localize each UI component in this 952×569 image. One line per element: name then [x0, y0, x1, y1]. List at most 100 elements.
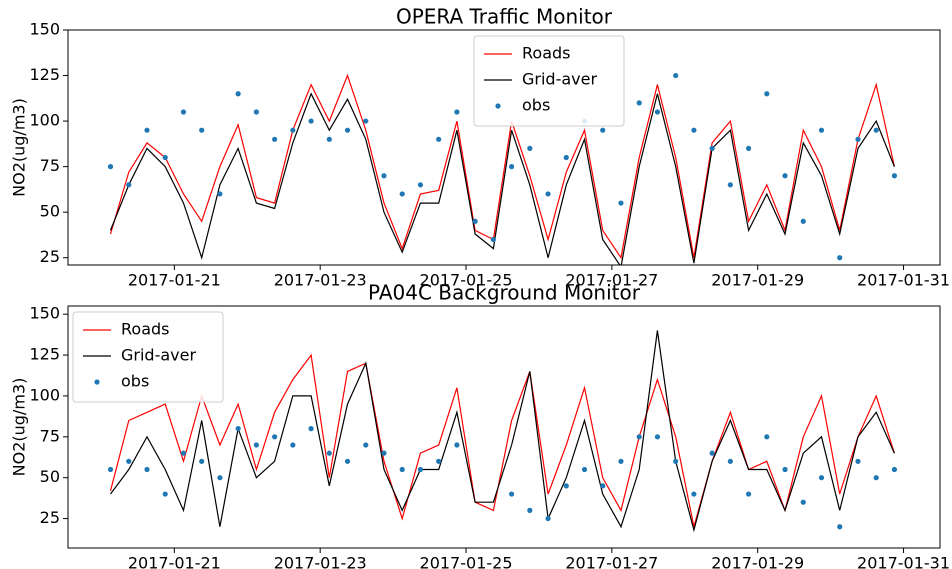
- x-tick-label: 2017-01-21: [128, 554, 221, 569]
- obs-point: [873, 127, 879, 133]
- y-tick-label: 125: [29, 345, 60, 364]
- y-tick-label: 100: [29, 111, 60, 130]
- legend-label: obs: [522, 96, 550, 115]
- obs-point: [855, 136, 861, 142]
- obs-point: [326, 136, 332, 142]
- obs-point: [107, 164, 114, 170]
- y-tick-label: 50: [40, 467, 60, 486]
- x-tick-label: 2017-01-31: [857, 554, 950, 569]
- obs-point: [563, 154, 569, 161]
- y-tick-label: 75: [40, 426, 60, 445]
- obs-point: [618, 458, 624, 464]
- obs-point: [745, 491, 752, 497]
- obs-point: [837, 255, 843, 261]
- obs-point: [818, 475, 825, 481]
- obs-point: [162, 154, 168, 161]
- obs-point: [144, 466, 150, 473]
- obs-point: [636, 434, 642, 440]
- legend-swatch: [94, 379, 100, 385]
- obs-point: [290, 442, 296, 448]
- obs-point: [217, 191, 223, 197]
- obs-point: [399, 466, 405, 473]
- obs-point: [745, 145, 752, 152]
- series-line: [109, 92, 895, 265]
- x-tick-label: 2017-01-31: [857, 271, 950, 290]
- legend-label: Grid-aver: [121, 346, 196, 365]
- legend-label: obs: [121, 372, 149, 391]
- y-tick-label: 150: [29, 304, 60, 323]
- obs-point: [308, 118, 314, 124]
- series-line: [109, 73, 895, 260]
- obs-point: [126, 182, 132, 188]
- obs-point: [436, 458, 442, 464]
- obs-point: [126, 458, 132, 464]
- y-tick-label: 125: [29, 65, 60, 84]
- obs-point: [326, 450, 332, 456]
- obs-point: [381, 173, 387, 179]
- plot-area: [107, 72, 898, 265]
- obs-point: [855, 458, 861, 464]
- obs-point: [180, 450, 187, 456]
- obs-point: [527, 507, 533, 513]
- obs-point: [107, 466, 114, 473]
- y-tick-label: 50: [40, 202, 60, 221]
- obs-point: [417, 466, 424, 473]
- y-tick-label: 25: [40, 508, 60, 527]
- chart-title: OPERA Traffic Monitor: [396, 5, 613, 29]
- obs-point: [363, 442, 369, 448]
- obs-point: [709, 450, 715, 456]
- obs-point: [545, 191, 551, 197]
- x-tick-label: 2017-01-29: [711, 271, 804, 290]
- obs-point: [782, 466, 788, 473]
- obs-point: [199, 458, 205, 464]
- obs-point: [764, 91, 770, 97]
- obs-point: [636, 100, 642, 106]
- obs-point: [654, 109, 661, 115]
- x-tick-label: 2017-01-23: [274, 271, 367, 290]
- x-tick-label: 2017-01-27: [565, 554, 658, 569]
- y-tick-label: 100: [29, 385, 60, 404]
- obs-point: [818, 127, 825, 133]
- y-tick-label: 75: [40, 156, 60, 175]
- obs-point: [199, 127, 205, 133]
- obs-point: [800, 499, 806, 505]
- obs-point: [545, 515, 551, 522]
- obs-point: [837, 524, 843, 530]
- obs-point: [308, 426, 314, 432]
- x-tick-label: 2017-01-21: [128, 271, 221, 290]
- x-tick-label: 2017-01-27: [565, 271, 658, 290]
- obs-point: [654, 434, 661, 440]
- obs-point: [782, 173, 788, 179]
- x-tick-label: 2017-01-25: [420, 554, 513, 569]
- obs-point: [508, 164, 515, 170]
- obs-point: [399, 191, 405, 197]
- obs-point: [253, 109, 259, 115]
- obs-point: [344, 127, 351, 133]
- obs-point: [417, 182, 424, 188]
- obs-point: [727, 182, 733, 188]
- obs-point: [363, 118, 369, 124]
- obs-point: [490, 236, 496, 243]
- x-tick-label: 2017-01-23: [274, 554, 367, 569]
- obs-point: [235, 426, 241, 432]
- obs-point: [691, 127, 697, 133]
- obs-point: [691, 491, 697, 497]
- obs-point: [727, 458, 733, 464]
- series-line: [110, 330, 895, 533]
- legend-box: [473, 35, 625, 127]
- series-line: [109, 353, 895, 527]
- axes-frame: [67, 305, 941, 549]
- y-axis-label: NO2(ug/m3): [10, 378, 29, 477]
- obs-point: [581, 466, 588, 473]
- obs-point: [673, 72, 679, 79]
- axes-frame: [67, 29, 941, 266]
- legend-label: Roads: [522, 44, 570, 63]
- obs-point: [527, 145, 533, 152]
- obs-point: [290, 127, 296, 133]
- obs-point: [873, 475, 879, 481]
- obs-point: [344, 458, 351, 464]
- obs-point: [764, 434, 770, 440]
- y-axis-label: NO2(ug/m3): [10, 98, 29, 197]
- obs-point: [673, 458, 679, 464]
